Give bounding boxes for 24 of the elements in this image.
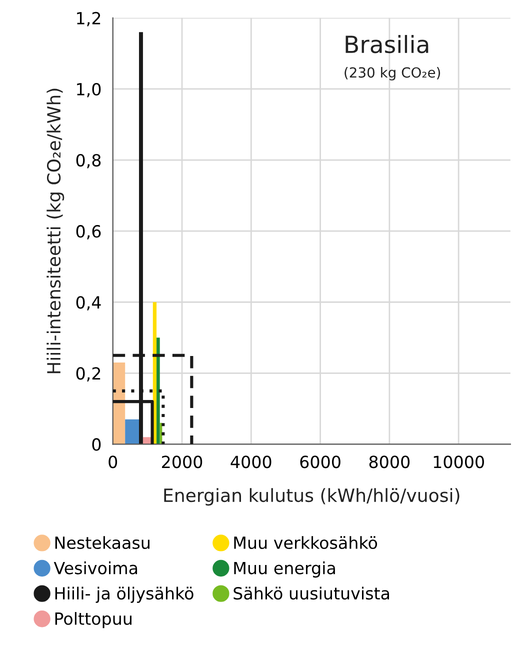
legend-label: Nestekaasu — [55, 536, 150, 550]
y-tick-label: 0,6 — [76, 225, 101, 240]
x-tick-label: 8000 — [369, 456, 410, 468]
legend-label: Sähkö uusiutuvista — [234, 586, 390, 600]
y-tick-label: 1,0 — [77, 82, 101, 98]
y-axis-title: Hiili-intensiteetti (kg CO₂e/kWh) — [46, 88, 64, 374]
text: Brasilia — [346, 34, 428, 54]
legend-label: Muu verkkosähkö — [234, 536, 378, 550]
y-tick-label: 1,2 — [77, 12, 100, 26]
x-tick-label: 0 — [108, 456, 118, 468]
x-tick-label: 4000 — [230, 456, 272, 468]
legend-label: Hiili- ja öljysähkö — [55, 586, 194, 603]
y-tick-label: 0 — [92, 438, 101, 451]
x-tick-label: 2000 — [162, 456, 202, 468]
x-tick-label: 6000 — [300, 456, 340, 468]
text: (230 kg CO₂e) — [344, 66, 440, 80]
legend-label: Vesivoima — [54, 561, 138, 574]
y-tick-label: 0,8 — [76, 154, 101, 168]
y-tick-label: 0,2 — [76, 367, 100, 382]
x-axis-title: Energian kulutus (kWh/hlö/vuosi) — [164, 488, 460, 506]
legend-label: Muu energia — [234, 561, 335, 578]
x-tick-label: 10000 — [434, 456, 484, 468]
legend-label: Polttopuu — [55, 612, 132, 628]
y-tick-label: 0,4 — [76, 296, 101, 310]
